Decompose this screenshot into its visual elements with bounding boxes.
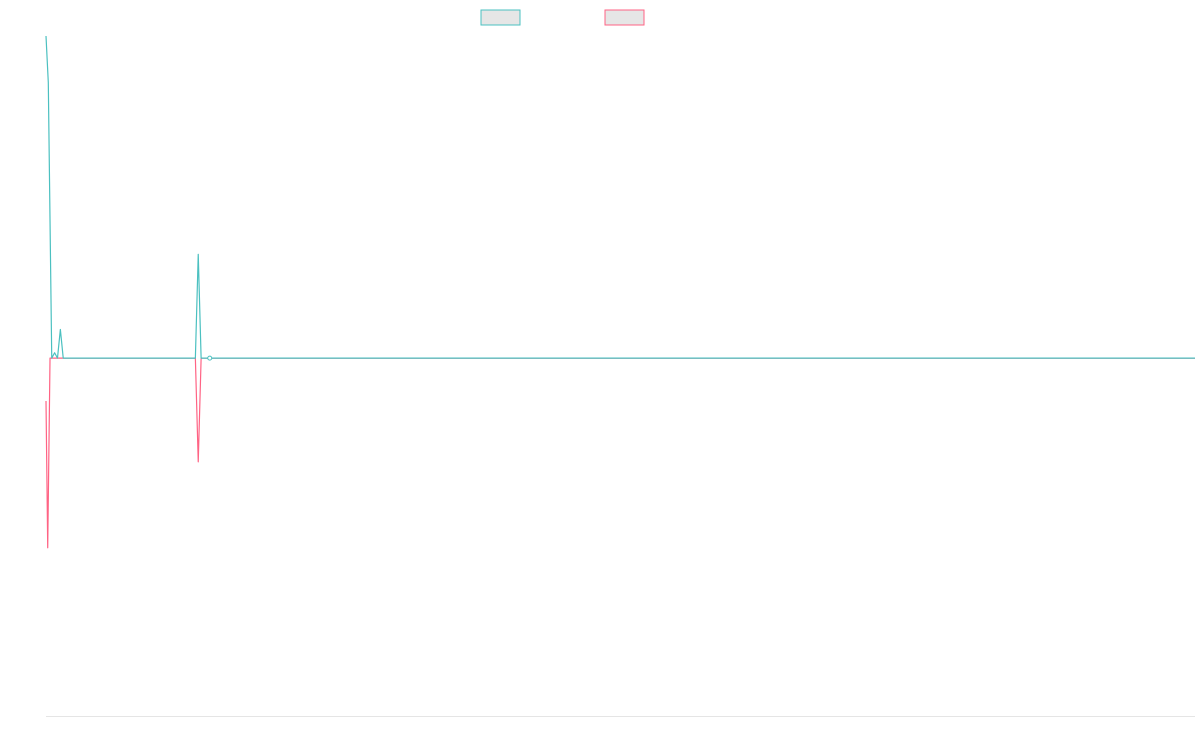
legend-item-2[interactable] <box>604 9 645 26</box>
legend-item-1[interactable] <box>480 9 521 26</box>
series-1-line <box>45 35 1195 359</box>
data-point-1[interactable] <box>207 355 213 361</box>
series-2-line <box>45 357 1195 549</box>
